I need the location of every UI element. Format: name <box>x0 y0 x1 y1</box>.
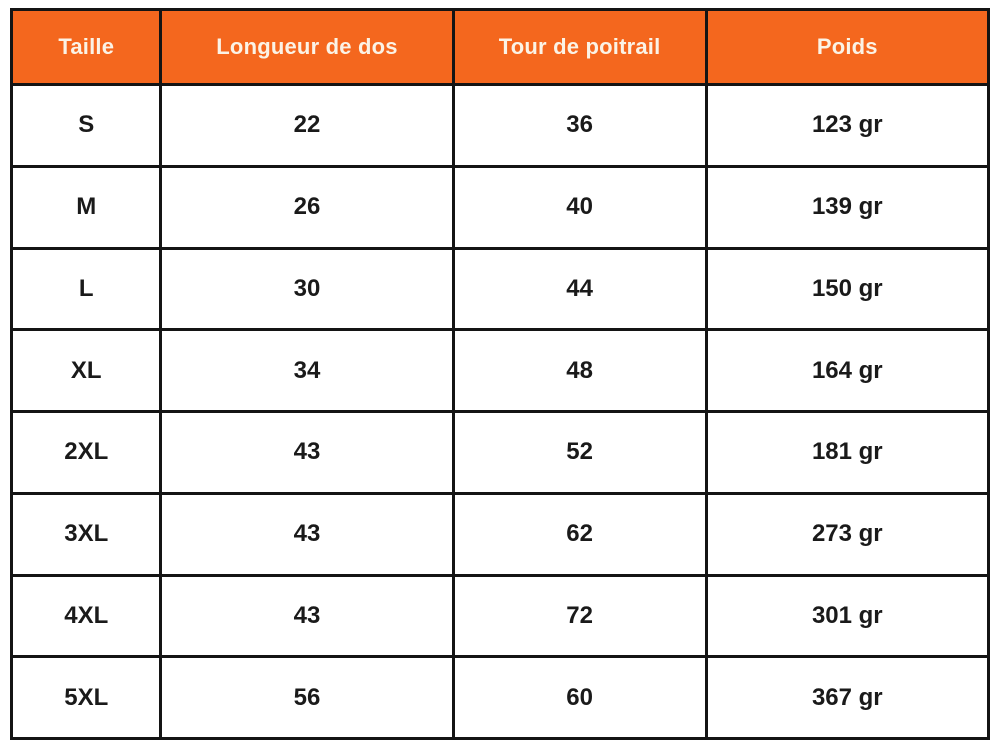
cell-chest: 40 <box>451 164 708 250</box>
table-row-xl: XL 34 48 164 gr <box>9 328 991 413</box>
size-chart-table: Taille Longueur de dos Tour de poitrail … <box>9 8 991 740</box>
cell-weight: 139 gr <box>704 164 991 250</box>
cell-weight: 181 gr <box>704 410 991 495</box>
table-row-m: M 26 40 139 gr <box>9 164 991 250</box>
cell-back-length: 56 <box>159 655 455 740</box>
table-row-l: L 30 44 150 gr <box>9 246 991 332</box>
column-header-tour-de-poitrail: Tour de poitrail <box>451 8 708 86</box>
cell-back-length: 43 <box>159 410 455 495</box>
cell-weight: 301 gr <box>704 573 991 659</box>
cell-size: 4XL <box>9 573 163 659</box>
cell-back-length: 34 <box>159 328 455 413</box>
cell-size: S <box>9 83 163 168</box>
cell-size: 3XL <box>9 491 163 577</box>
cell-chest: 48 <box>451 328 708 413</box>
cell-chest: 72 <box>451 573 708 659</box>
cell-weight: 164 gr <box>704 328 991 413</box>
cell-size: M <box>9 164 163 250</box>
cell-weight: 273 gr <box>704 491 991 577</box>
cell-back-length: 30 <box>159 246 455 332</box>
table-row-s: S 22 36 123 gr <box>9 83 991 168</box>
table-row-4xl: 4XL 43 72 301 gr <box>9 573 991 659</box>
cell-chest: 52 <box>451 410 708 495</box>
cell-chest: 44 <box>451 246 708 332</box>
table-row-5xl: 5XL 56 60 367 gr <box>9 655 991 740</box>
cell-weight: 123 gr <box>704 83 991 168</box>
cell-weight: 367 gr <box>704 655 991 740</box>
cell-chest: 36 <box>451 83 708 168</box>
cell-back-length: 43 <box>159 491 455 577</box>
cell-back-length: 22 <box>159 83 455 168</box>
cell-size: 2XL <box>9 410 163 495</box>
table-row-3xl: 3XL 43 62 273 gr <box>9 491 991 577</box>
column-header-longueur-de-dos: Longueur de dos <box>159 8 455 86</box>
cell-size: 5XL <box>9 655 163 740</box>
cell-size: XL <box>9 328 163 413</box>
cell-weight: 150 gr <box>704 246 991 332</box>
cell-chest: 60 <box>451 655 708 740</box>
size-chart-table-container: Taille Longueur de dos Tour de poitrail … <box>9 8 991 740</box>
column-header-taille: Taille <box>9 8 163 86</box>
column-header-poids: Poids <box>704 8 991 86</box>
cell-size: L <box>9 246 163 332</box>
table-row-2xl: 2XL 43 52 181 gr <box>9 410 991 495</box>
header-row: Taille Longueur de dos Tour de poitrail … <box>9 8 991 86</box>
cell-back-length: 26 <box>159 164 455 250</box>
cell-back-length: 43 <box>159 573 455 659</box>
cell-chest: 62 <box>451 491 708 577</box>
